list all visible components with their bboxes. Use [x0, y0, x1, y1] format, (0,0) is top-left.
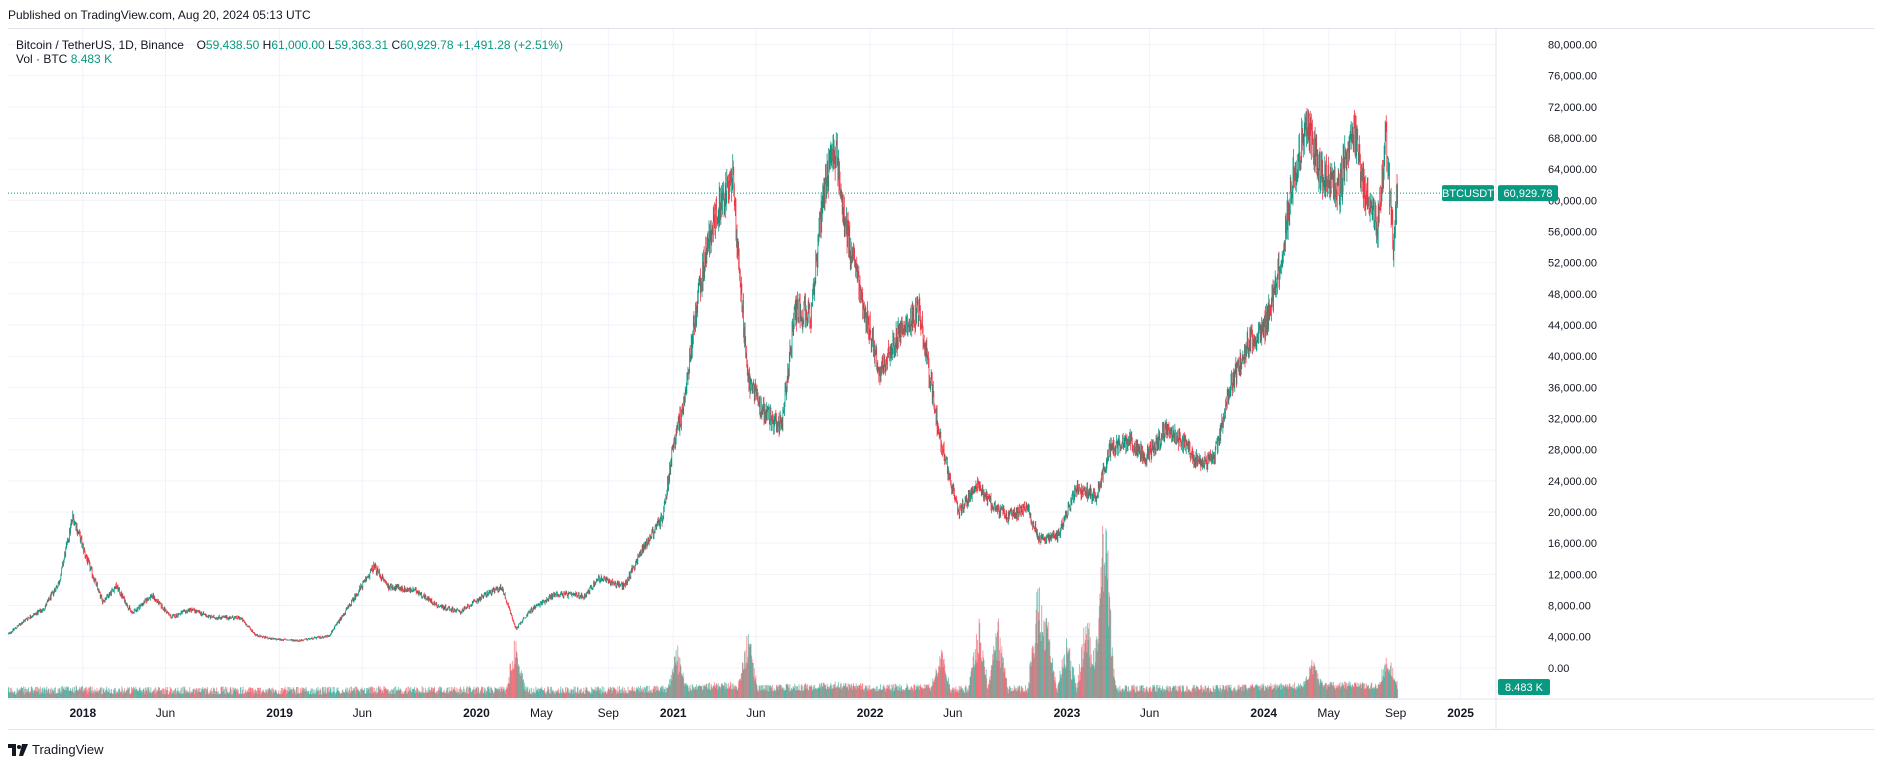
price-axis-label: 12,000.00 [1548, 569, 1597, 581]
price-axis-label: 80,000.00 [1548, 40, 1597, 52]
price-axis-label: 48,000.00 [1548, 289, 1597, 301]
time-axis-label[interactable]: 2021 [660, 706, 687, 720]
price-axis-label: 64,000.00 [1548, 164, 1597, 176]
time-axis-label[interactable]: 2024 [1250, 706, 1277, 720]
time-axis-label[interactable]: Jun [156, 706, 175, 720]
time-axis-label[interactable]: 2025 [1447, 706, 1474, 720]
chart-frame[interactable]: 80,000.00 76,000.00 72,000.00 68,000.00 64,0… [8, 28, 1874, 730]
time-axis-label[interactable]: 2020 [463, 706, 490, 720]
price-axis-label: 60,000.00 [1548, 195, 1597, 207]
time-axis-label[interactable]: Jun [353, 706, 372, 720]
price-axis-label: 4,000.00 [1548, 632, 1591, 644]
price-axis-label: 32,000.00 [1548, 414, 1597, 426]
time-axis-label[interactable]: Jun [746, 706, 765, 720]
price-axis-label: 24,000.00 [1548, 476, 1597, 488]
time-axis-label[interactable]: May [530, 706, 553, 720]
price-axis-label: 36,000.00 [1548, 382, 1597, 394]
price-axis-label: 52,000.00 [1548, 258, 1597, 270]
time-axis-label[interactable]: 2019 [266, 706, 293, 720]
price-axis-label: 76,000.00 [1548, 71, 1597, 83]
price-axis-label: 40,000.00 [1548, 351, 1597, 363]
price-axis-label: 72,000.00 [1548, 102, 1597, 114]
time-axis-label[interactable]: 2022 [857, 706, 884, 720]
price-axis-label: 44,000.00 [1548, 320, 1597, 332]
time-axis-label[interactable]: 2023 [1054, 706, 1081, 720]
price-axis-label: 16,000.00 [1548, 538, 1597, 550]
candles-group [8, 107, 1398, 643]
time-axis-label[interactable]: Jun [1140, 706, 1159, 720]
time-axis-label[interactable]: Jun [943, 706, 962, 720]
price-chart[interactable]: 80,000.00 76,000.00 72,000.00 68,000.00 64,0… [8, 29, 1874, 729]
price-axis-label: 8,000.00 [1548, 601, 1591, 613]
time-axis-label[interactable]: Sep [1385, 706, 1407, 720]
published-header: Published on TradingView.com, Aug 20, 20… [8, 8, 311, 22]
price-axis-label: 56,000.00 [1548, 227, 1597, 239]
time-axis-label[interactable]: Sep [598, 706, 620, 720]
time-axis-label[interactable]: May [1317, 706, 1340, 720]
price-axis-label: 68,000.00 [1548, 133, 1597, 145]
price-axis-label: 20,000.00 [1548, 507, 1597, 519]
price-axis-label: 28,000.00 [1548, 445, 1597, 457]
volume-bars-group [8, 525, 1399, 698]
price-axis-label: 0.00 [1548, 663, 1569, 675]
time-axis-label[interactable]: 2018 [69, 706, 96, 720]
